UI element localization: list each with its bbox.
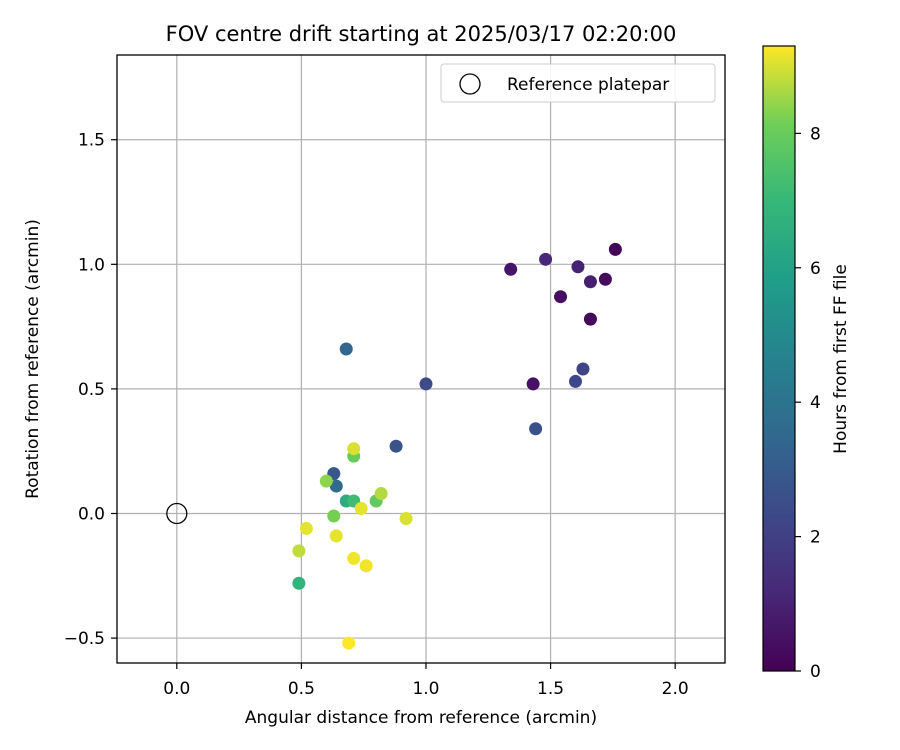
colorbar-ticks: 0 2 4 6 8: [795, 124, 821, 682]
x-tick-label: 2.0: [662, 679, 689, 699]
data-point: [576, 362, 590, 376]
legend: Reference platepar: [440, 63, 716, 103]
x-tick-label: 0.5: [288, 679, 315, 699]
data-point: [329, 529, 343, 543]
data-point: [347, 551, 361, 565]
data-point: [299, 521, 313, 535]
data-point: [329, 479, 343, 493]
x-tick-label: 1.5: [537, 679, 564, 699]
colorbar-tick-label: 4: [810, 393, 821, 413]
colorbar-tick-label: 0: [810, 662, 821, 682]
plot-frame: [116, 54, 726, 664]
data-point: [359, 559, 373, 573]
legend-marker-reference: [459, 73, 481, 95]
x-axis-label: Angular distance from reference (arcmin): [245, 708, 597, 728]
data-point: [554, 290, 568, 304]
data-point: [399, 511, 413, 525]
data-point: [539, 252, 553, 266]
grid: [117, 55, 725, 663]
reference-point-marker: [166, 502, 188, 525]
data-point: [327, 509, 341, 523]
chart-title: FOV centre drift starting at 2025/03/17 …: [166, 22, 677, 46]
data-point: [583, 275, 597, 289]
data-point: [342, 636, 356, 650]
data-point: [571, 260, 585, 274]
data-point: [292, 576, 306, 590]
data-point: [339, 342, 353, 356]
data-point: [526, 377, 540, 391]
y-axis: −0.5 0.0 0.5 1.0 1.5: [64, 131, 117, 649]
colorbar: 0 2 4 6 8 Hours from first FF file: [762, 45, 851, 682]
reference-layer: [166, 502, 188, 525]
colorbar-label: Hours from first FF file: [831, 264, 851, 454]
y-tick-label: −0.5: [64, 629, 105, 649]
data-point: [389, 439, 403, 453]
data-point: [568, 374, 582, 388]
data-point: [504, 262, 518, 276]
legend-box: [440, 63, 716, 103]
legend-label-reference: Reference platepar: [507, 75, 669, 95]
data-points: [292, 242, 622, 650]
colorbar-tick-label: 6: [810, 259, 821, 279]
data-point: [598, 272, 612, 286]
data-point: [419, 377, 433, 391]
y-tick-label: 1.5: [78, 131, 105, 151]
y-tick-label: 0.0: [78, 504, 105, 524]
colorbar-tick-label: 2: [810, 528, 821, 548]
y-axis-label: Rotation from reference (arcmin): [23, 219, 43, 499]
data-point: [608, 242, 622, 256]
data-point: [529, 422, 543, 436]
data-point: [319, 474, 333, 488]
data-point: [374, 487, 388, 501]
y-tick-label: 1.0: [78, 255, 105, 275]
data-point: [292, 544, 306, 558]
data-point: [354, 502, 368, 516]
y-tick-label: 0.5: [78, 380, 105, 400]
x-tick-label: 0.0: [163, 679, 190, 699]
colorbar-tick-label: 8: [810, 124, 821, 144]
colorbar-gradient: [762, 45, 796, 672]
data-point: [347, 442, 361, 456]
x-tick-label: 1.0: [412, 679, 439, 699]
x-axis: 0.0 0.5 1.0 1.5 2.0: [163, 663, 689, 699]
data-point: [583, 312, 597, 326]
